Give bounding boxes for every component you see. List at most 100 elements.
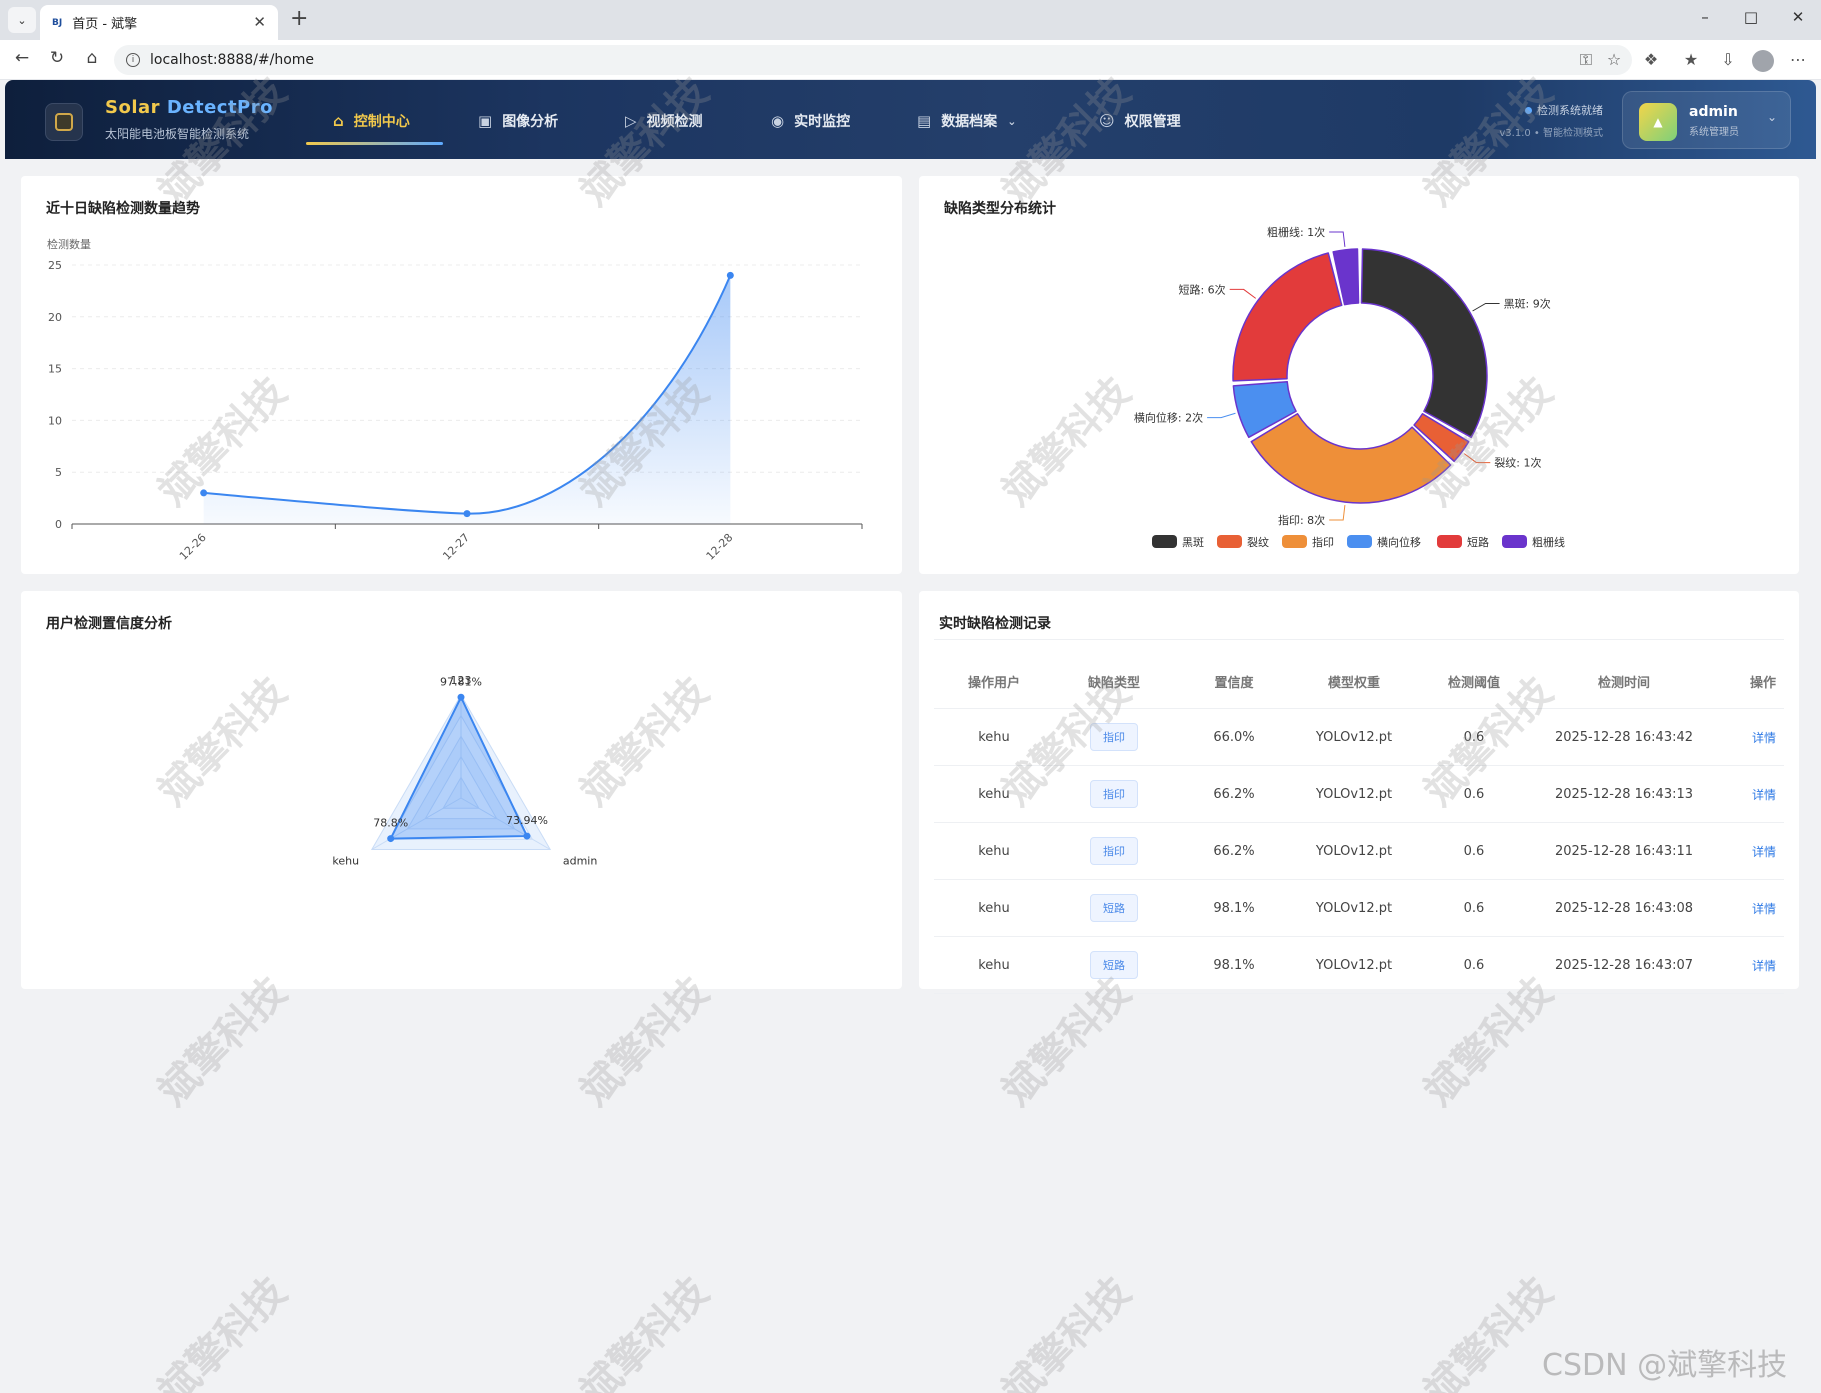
- y-tick-label: 15: [48, 363, 62, 376]
- new-tab-button[interactable]: +: [290, 6, 309, 31]
- table-header: 操作用户 缺陷类型 置信度 模型权重 检测阈值 检测时间 操作: [934, 655, 1784, 709]
- legend-swatch: [1282, 535, 1307, 548]
- nav-item-data-archive[interactable]: ▤ 数据档案 ⌄: [917, 104, 1016, 138]
- profile-avatar[interactable]: [1752, 50, 1774, 72]
- column-header: 模型权重: [1327, 676, 1380, 691]
- reload-icon[interactable]: ↻: [49, 48, 65, 68]
- nav-label: 图像分析: [502, 114, 559, 130]
- legend-swatch: [1152, 535, 1177, 548]
- area-fill: [203, 275, 731, 524]
- y-tick-label: 5: [55, 466, 62, 479]
- radar-indicator-label: admin: [563, 855, 597, 868]
- home-icon[interactable]: ⌂: [86, 48, 98, 68]
- y-tick-label: 0: [55, 518, 62, 531]
- sun-icon: [55, 113, 73, 131]
- legend-swatch: [1502, 535, 1527, 548]
- detail-link[interactable]: 详情: [1751, 730, 1776, 745]
- cell-model: YOLOv12.pt: [1315, 843, 1393, 859]
- nav-item-permissions[interactable]: ☺ 权限管理: [1099, 104, 1181, 138]
- minimize-button[interactable]: –: [1701, 8, 1709, 26]
- pie-data-label: 短路: 6次: [1178, 282, 1225, 296]
- nav-item-live-monitor[interactable]: ◉ 实时监控: [771, 104, 850, 138]
- user-menu[interactable]: ▲ admin 系统管理员 ⌄: [1622, 91, 1791, 149]
- pie-label-line: [1472, 303, 1500, 312]
- extensions-icon[interactable]: ❖: [1643, 50, 1659, 69]
- x-tick-label: 12-28: [704, 531, 736, 563]
- close-icon[interactable]: ✕: [253, 13, 266, 31]
- pie-slice: [1232, 252, 1343, 382]
- table-row: kehu 指印 66.2% YOLOv12.pt 0.6 2025-12-28 …: [934, 766, 1784, 823]
- status-dot-icon: [1525, 107, 1532, 114]
- cell-action: 详情: [1714, 957, 1784, 974]
- play-circle-icon: ▷: [625, 112, 637, 130]
- status-text: 检测系统就绪: [1537, 104, 1603, 117]
- y-axis-label: 检测数量: [47, 237, 91, 251]
- detail-link[interactable]: 详情: [1751, 958, 1776, 973]
- cell-action: 详情: [1714, 843, 1784, 860]
- nav-item-image-analysis[interactable]: ▣ 图像分析: [478, 104, 558, 138]
- pie-card: 缺陷类型分布统计 黑斑: 9次 裂纹: 1次 指印: 8次 横向位移: 2次 短路: 6…: [919, 176, 1799, 574]
- chevron-down-icon: ⌄: [1767, 110, 1778, 124]
- radar-indicator-label: kehu: [332, 855, 359, 868]
- nav-label: 视频检测: [646, 114, 703, 130]
- detail-link[interactable]: 详情: [1751, 787, 1776, 802]
- radar-value-label: 73.94%: [506, 814, 548, 827]
- window-close-button[interactable]: ✕: [1791, 8, 1805, 26]
- address-bar[interactable]: i localhost:8888/#/home: [114, 45, 1632, 75]
- cell-user: kehu: [978, 900, 1010, 916]
- cell-model: YOLOv12.pt: [1315, 957, 1393, 973]
- cell-threshold: 0.6: [1463, 786, 1485, 802]
- column-header: 置信度: [1214, 676, 1254, 691]
- nav-label: 控制中心: [353, 114, 410, 130]
- nav-item-dashboard[interactable]: ⌂ 控制中心: [333, 104, 410, 138]
- defect-type-tag: 指印: [1090, 723, 1138, 751]
- browser-toolbar: ← ↻ ⌂ i localhost:8888/#/home ⚿ ☆ ❖ ★ ⇩ …: [0, 40, 1821, 80]
- maximize-button[interactable]: □: [1743, 8, 1759, 26]
- tab-list-button[interactable]: ⌄: [8, 7, 36, 33]
- browser-tab[interactable]: BJ 首页 - 斌擎 ✕: [40, 5, 278, 40]
- cell-time: 2025-12-28 16:43:08: [1554, 900, 1694, 916]
- info-icon[interactable]: i: [126, 53, 140, 67]
- user-role: 系统管理员: [1689, 127, 1739, 138]
- table-row: kehu 指印 66.0% YOLOv12.pt 0.6 2025-12-28 …: [934, 709, 1784, 766]
- key-icon[interactable]: ⚿: [1579, 50, 1593, 69]
- trend-chart: 检测数量 0 5 10 15 20 25 12-26 12-27 12-28: [47, 237, 863, 563]
- cell-confidence: 66.2%: [1213, 843, 1255, 859]
- defect-type-tag: 短路: [1090, 951, 1138, 979]
- star-icon[interactable]: ☆: [1606, 50, 1622, 69]
- favorites-icon[interactable]: ★: [1683, 50, 1699, 69]
- nav-item-video-detection[interactable]: ▷ 视频检测: [625, 104, 703, 138]
- avatar: ▲: [1639, 103, 1677, 141]
- detail-link[interactable]: 详情: [1751, 844, 1776, 859]
- detail-link[interactable]: 详情: [1751, 901, 1776, 916]
- cell-confidence: 66.0%: [1213, 729, 1255, 745]
- legend-label: 指印: [1312, 535, 1334, 549]
- brand-title-a: Solar: [105, 97, 161, 118]
- records-title: 实时缺陷检测记录: [939, 616, 1051, 632]
- pie-label-line: [1329, 231, 1346, 247]
- more-icon[interactable]: ⋯: [1790, 50, 1806, 69]
- favicon-icon: BJ: [52, 17, 63, 28]
- pie-slice: [1232, 380, 1297, 439]
- cell-threshold: 0.6: [1463, 900, 1485, 916]
- y-tick-label: 20: [48, 311, 62, 324]
- data-point: [457, 693, 465, 701]
- cell-user: kehu: [978, 729, 1010, 745]
- radar-indicator-label: 123: [451, 674, 472, 687]
- download-icon[interactable]: ⇩: [1721, 50, 1735, 69]
- radar-card: 用户检测置信度分析 123 admin kehu 97.81% 73.94% 78.8%: [21, 591, 902, 989]
- pie-slice: [1250, 413, 1452, 504]
- cell-time: 2025-12-28 16:43:13: [1554, 786, 1694, 802]
- pie-label-line: [1329, 505, 1346, 521]
- column-header: 检测阈值: [1447, 676, 1500, 691]
- back-icon[interactable]: ←: [14, 48, 30, 68]
- chevron-down-icon: ⌄: [17, 13, 27, 27]
- watermark-text: 斌擎科技: [149, 1268, 296, 1393]
- active-nav-indicator: [306, 142, 443, 145]
- browser-tab-strip: ⌄ BJ 首页 - 斌擎 ✕ + – □ ✕: [0, 0, 1821, 40]
- nav-label: 权限管理: [1124, 114, 1181, 130]
- cell-user: kehu: [978, 786, 1010, 802]
- cell-user: kehu: [978, 957, 1010, 973]
- radar-axis: [371, 797, 462, 850]
